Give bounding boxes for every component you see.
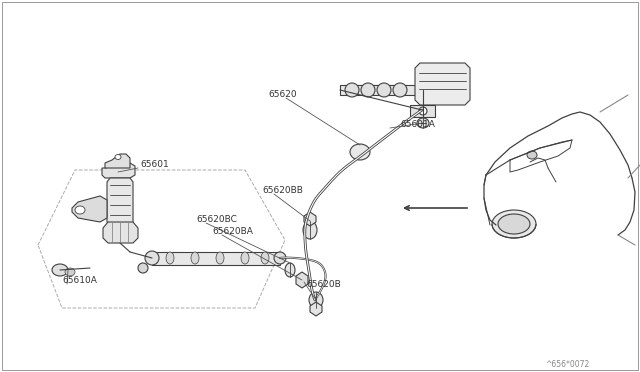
Polygon shape bbox=[410, 105, 435, 117]
Ellipse shape bbox=[377, 83, 391, 97]
Ellipse shape bbox=[261, 252, 269, 264]
Ellipse shape bbox=[303, 221, 317, 239]
Ellipse shape bbox=[492, 210, 536, 238]
Polygon shape bbox=[103, 222, 138, 243]
Ellipse shape bbox=[345, 83, 359, 97]
Ellipse shape bbox=[274, 252, 286, 264]
Polygon shape bbox=[340, 85, 415, 95]
Text: ^656*0072: ^656*0072 bbox=[545, 360, 589, 369]
Ellipse shape bbox=[241, 252, 249, 264]
Polygon shape bbox=[304, 212, 316, 226]
Ellipse shape bbox=[419, 107, 427, 115]
Polygon shape bbox=[415, 63, 470, 105]
Text: 65601A: 65601A bbox=[400, 120, 435, 129]
Ellipse shape bbox=[166, 252, 174, 264]
Ellipse shape bbox=[285, 263, 295, 277]
Polygon shape bbox=[152, 252, 280, 265]
Ellipse shape bbox=[216, 252, 224, 264]
Ellipse shape bbox=[350, 144, 370, 160]
Text: 65620: 65620 bbox=[268, 90, 296, 99]
Ellipse shape bbox=[191, 252, 199, 264]
Polygon shape bbox=[310, 302, 322, 316]
Ellipse shape bbox=[145, 251, 159, 265]
Ellipse shape bbox=[309, 292, 323, 308]
Ellipse shape bbox=[115, 154, 121, 160]
Text: 65610A: 65610A bbox=[62, 276, 97, 285]
Text: 65620BC: 65620BC bbox=[196, 215, 237, 224]
Ellipse shape bbox=[138, 263, 148, 273]
Ellipse shape bbox=[498, 214, 530, 234]
Polygon shape bbox=[102, 163, 135, 178]
Polygon shape bbox=[72, 196, 107, 222]
Ellipse shape bbox=[393, 83, 407, 97]
Ellipse shape bbox=[65, 268, 75, 276]
Polygon shape bbox=[296, 272, 308, 288]
Text: 65620B: 65620B bbox=[306, 280, 340, 289]
Ellipse shape bbox=[75, 206, 85, 214]
Polygon shape bbox=[105, 154, 130, 168]
Text: 65620BA: 65620BA bbox=[212, 227, 253, 236]
Polygon shape bbox=[107, 178, 133, 225]
Text: 65620BB: 65620BB bbox=[262, 186, 303, 195]
Ellipse shape bbox=[52, 264, 68, 276]
Ellipse shape bbox=[361, 83, 375, 97]
Ellipse shape bbox=[527, 151, 537, 159]
Text: 65601: 65601 bbox=[140, 160, 169, 169]
Ellipse shape bbox=[417, 118, 429, 128]
